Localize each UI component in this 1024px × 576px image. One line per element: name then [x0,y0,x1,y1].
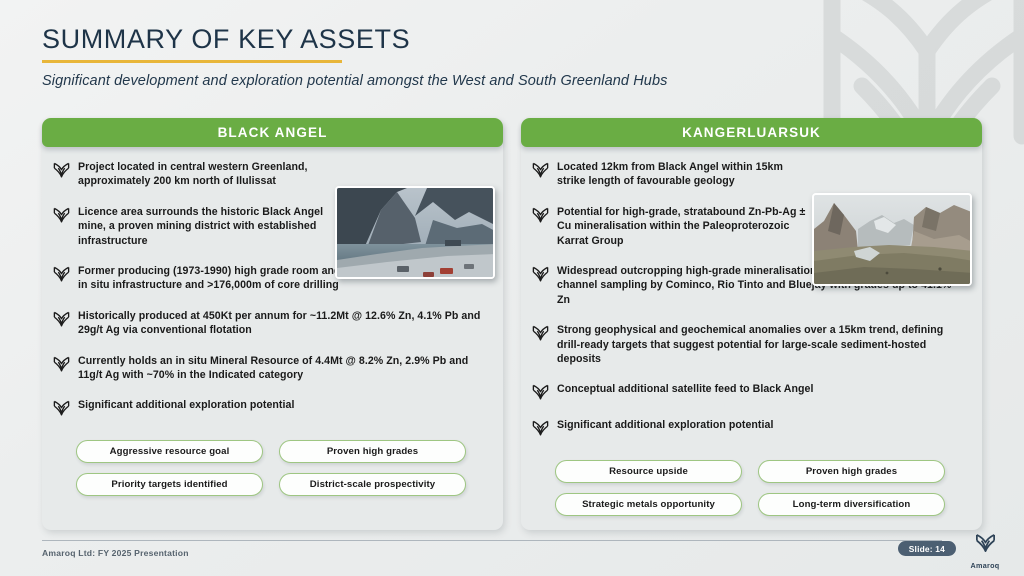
bullet-item: Strong geophysical and geochemical anoma… [531,323,968,366]
bullet-item: Potential for high-grade, stratabound Zn… [531,205,968,248]
bullet-item: Currently holds an in situ Mineral Resou… [52,354,489,383]
title-underline-rule [42,60,342,63]
pill-button[interactable]: District-scale prospectivity [279,473,466,497]
page-subtitle: Significant development and exploration … [42,72,668,89]
bullet-item: Project located in central western Green… [52,160,489,189]
fox-head-bullet-icon [53,207,70,223]
slide-header: SUMMARY OF KEY ASSETS Significant develo… [42,24,922,89]
fox-head-bullet-icon [53,311,70,327]
asset-cards-container: BLACK ANGEL [42,118,982,531]
card-title: KANGERLUARSUK [682,125,821,140]
fox-head-bullet-icon [53,356,70,372]
bullet-item: Significant additional exploration poten… [52,398,489,418]
fox-head-bullet-icon [532,207,549,223]
fox-head-bullet-icon [53,401,70,416]
bullet-item: Conceptual additional satellite feed to … [531,382,968,402]
bullet-text: Strong geophysical and geochemical anoma… [557,324,944,366]
footer-divider [42,540,942,541]
bullet-item: Significant additional exploration poten… [531,418,968,438]
pill-button[interactable]: Resource upside [555,460,742,484]
slide-number-text: Slide: 14 [908,543,945,554]
bullet-text: Conceptual additional satellite feed to … [557,383,814,396]
page-title: SUMMARY OF KEY ASSETS [42,24,411,54]
fox-head-bullet-icon [532,162,549,178]
bullet-item: Licence area surrounds the historic Blac… [52,205,489,248]
footer-caption: Amaroq Ltd: FY 2025 Presentation [42,548,189,558]
bullet-text: Historically produced at 450Kt per annum… [78,309,481,337]
pill-button[interactable]: Aggressive resource goal [76,440,263,464]
card-title: BLACK ANGEL [217,125,328,140]
bullet-item: Located 12km from Black Angel within 15k… [531,160,968,189]
fox-head-bullet-icon [53,266,70,282]
bullet-text: Significant additional exploration poten… [557,419,774,432]
slide-number-badge: Slide: 14 [897,541,956,556]
bullet-text: Potential for high-grade, stratabound Zn… [557,205,806,247]
pill-button[interactable]: Proven high grades [279,440,466,464]
bullet-text: Significant additional exploration poten… [78,399,295,412]
pill-group-black-angel: Aggressive resource goal Proven high gra… [52,434,489,510]
photo-kangerluarsuk-valley [812,193,972,286]
card-header-kangerluarsuk: KANGERLUARSUK [521,118,982,147]
pill-group-kangerluarsuk: Resource upside Proven high grades Strat… [531,454,968,530]
asset-card-black-angel: BLACK ANGEL [42,118,503,531]
fox-head-bullet-icon [53,162,70,178]
fox-head-bullet-icon [532,326,549,341]
brand-logo: Amaroq [962,532,1008,570]
pill-button[interactable]: Strategic metals opportunity [555,493,742,517]
pill-button[interactable]: Long-term diversification [758,493,945,517]
pill-button[interactable]: Priority targets identified [76,473,263,497]
fox-head-bullet-icon [532,421,549,436]
pill-button[interactable]: Proven high grades [758,460,945,484]
card-body-kangerluarsuk: Located 12km from Black Angel within 15k… [521,147,982,530]
bullet-text: Project located in central western Green… [78,161,308,188]
bullet-text: Currently holds an in situ Mineral Resou… [78,354,469,382]
asset-card-kangerluarsuk: KANGERLUARSUK [521,118,982,531]
card-header-black-angel: BLACK ANGEL [42,118,503,147]
fox-head-bullet-icon [532,385,549,400]
bullet-text: Licence area surrounds the historic Blac… [78,205,324,247]
bullet-item: Historically produced at 450Kt per annum… [52,309,489,338]
fox-head-bullet-icon [532,266,549,282]
fox-head-logo-icon [975,534,995,553]
photo-black-angel-fjord [335,186,495,279]
bullet-text: Located 12km from Black Angel within 15k… [557,161,783,188]
brand-name-text: Amaroq [970,561,1000,570]
card-body-black-angel: Project located in central western Green… [42,147,503,510]
